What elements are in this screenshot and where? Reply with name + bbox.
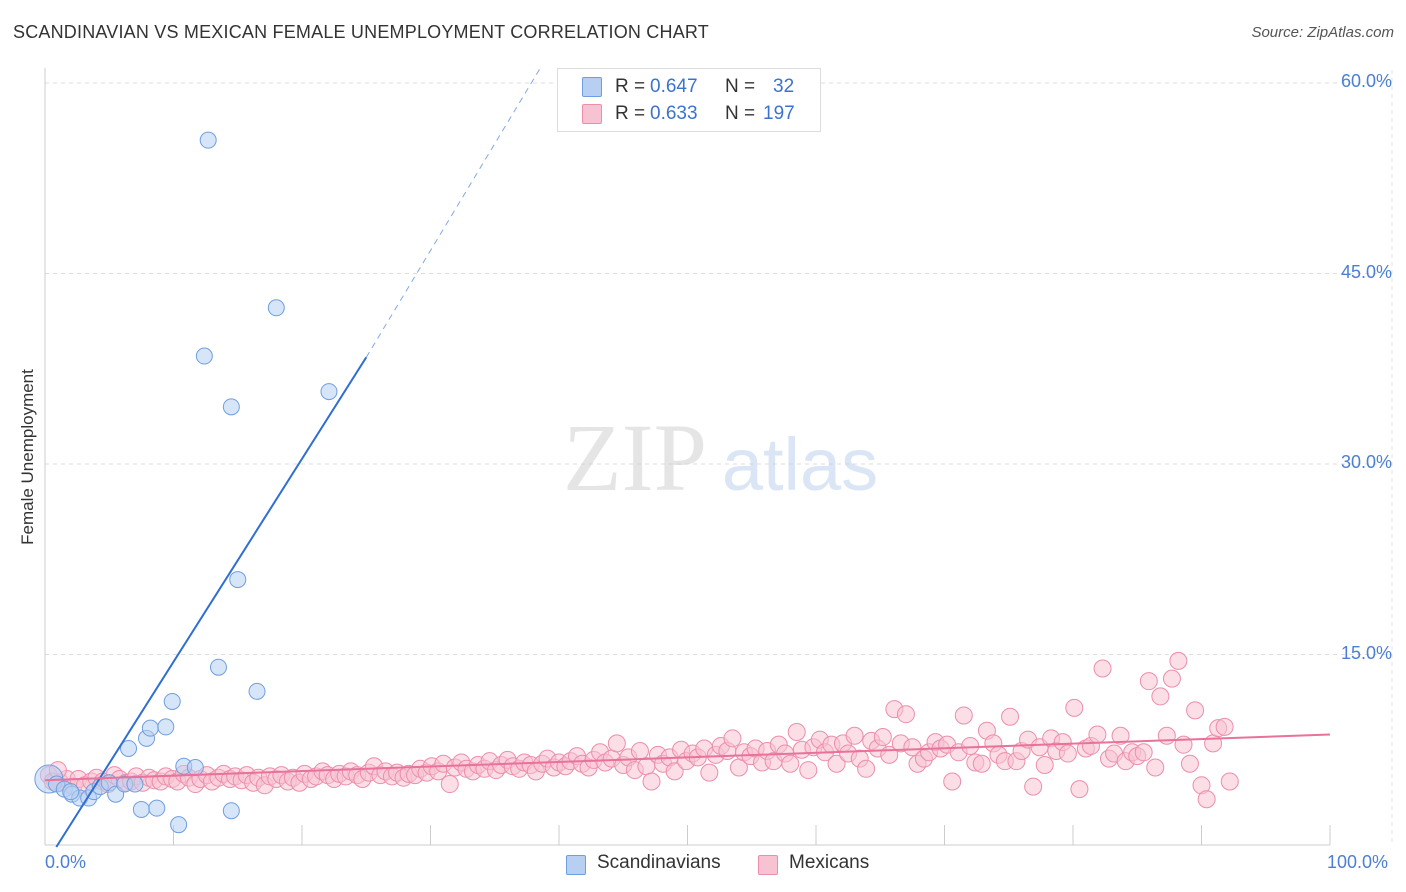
scandinavians-point [120,739,138,757]
mexicans-point [1162,669,1181,688]
watermark: ZIP atlas [563,404,878,511]
trend-lines [44,68,1331,848]
mexicans-point [787,722,806,741]
scandinavians-point [62,783,80,801]
mexicans-point [799,761,818,780]
mexicans-point [1139,672,1158,691]
y-tick-label: 30.0% [1340,452,1392,472]
mexicans-point [1065,698,1084,717]
mexicans-point [1204,734,1223,753]
mexicans-point [1197,790,1216,809]
scandinavians-trend-line [55,356,368,848]
scandinavians-point [199,131,217,149]
mexicans-trend-line [44,733,1331,782]
scandinavians-point [186,759,204,777]
mexicans-point [845,726,864,745]
y-axis-label: Female Unemployment [18,369,37,545]
mexicans-point [1024,777,1043,796]
scandinavians-point [222,398,240,416]
mexicans-point [723,729,742,748]
mexicans-point [1111,726,1130,745]
legend-r-label: R = [615,103,646,124]
source-label: Source: ZipAtlas.com [1251,24,1394,41]
y-tick-label: 15.0% [1340,642,1392,663]
mexicans-points [39,651,1239,809]
correlation-legend: R = 0.647 N = 32 R = 0.633 N = 197 [557,68,821,132]
mexicans-point [896,705,915,724]
scandinavians-point [209,658,227,676]
legend-r-value: 0.633 [650,103,698,124]
bottom-legend-label-scandinavians: Scandinavians [597,852,721,873]
mexicans-point [954,706,973,725]
mexicans-point [440,775,459,794]
axes [44,68,1331,846]
mexicans-point [1180,754,1199,773]
mexicans-point [1146,758,1165,777]
chart-title: SCANDINAVIAN VS MEXICAN FEMALE UNEMPLOYM… [13,22,709,42]
legend-swatch-mexicans [582,104,602,124]
y-tick-label: 45.0% [1340,261,1392,282]
legend-n-label: N = [725,76,756,97]
scandinavians-points [34,131,338,834]
mexicans-point [857,759,876,778]
scandinavians-trend-extension [365,68,541,358]
mexicans-point [1001,707,1020,726]
legend-swatch-scandinavians [582,77,602,97]
mexicans-point [1220,772,1239,791]
scandinavians-point [126,775,144,793]
mexicans-point [827,754,846,773]
mexicans-point [1134,743,1153,762]
mexicans-point [642,772,661,791]
mexicans-point [1070,780,1089,799]
mexicans-point [1035,755,1054,774]
mexicans-point [1088,725,1107,744]
scandinavians-point [248,682,266,700]
bottom-legend-swatch-mexicans [758,855,778,875]
scandinavians-point [148,799,166,817]
scandinavians-point [267,299,285,317]
mexicans-point [903,738,922,757]
mexicans-point [1215,717,1234,736]
mexicans-point [961,736,980,755]
legend-n-label: N = [725,103,756,124]
bottom-legend-label-mexicans: Mexicans [789,852,870,873]
mexicans-point [1186,701,1205,720]
scandinavians-point [320,383,338,401]
legend-r-value: 0.647 [650,76,698,97]
mexicans-point [1157,726,1176,745]
legend-n-value: 32 [773,76,795,97]
mexicans-point [873,728,892,747]
legend-n-value: 197 [763,103,795,124]
watermark-zip: ZIP [563,404,707,511]
scandinavians-point [141,719,159,737]
scandinavians-point [229,571,247,589]
mexicans-point [972,754,991,773]
mexicans-point [700,763,719,782]
scandinavians-point [195,347,213,365]
mexicans-point [781,754,800,773]
scandinavians-point [132,800,150,818]
mexicans-point [1093,659,1112,678]
mexicans-point [607,734,626,753]
x-tick-100: 100.0% [1327,852,1389,872]
bottom-legend-swatch-scandinavians [566,855,586,875]
grid-lines [45,70,1393,845]
mexicans-point [630,742,649,761]
mexicans-point [1058,744,1077,763]
scandinavians-point [170,816,188,834]
scandinavians-point [222,802,240,820]
mexicans-point [943,772,962,791]
mexicans-point [665,762,684,781]
scandinavians-point [163,692,181,710]
legend-r-label: R = [615,76,646,97]
x-tick-0: 0.0% [45,852,87,872]
y-tick-label: 60.0% [1340,71,1392,91]
mexicans-point [1169,651,1188,670]
watermark-atlas: atlas [722,423,878,506]
scandinavians-point [157,718,175,736]
mexicans-point [1151,687,1170,706]
